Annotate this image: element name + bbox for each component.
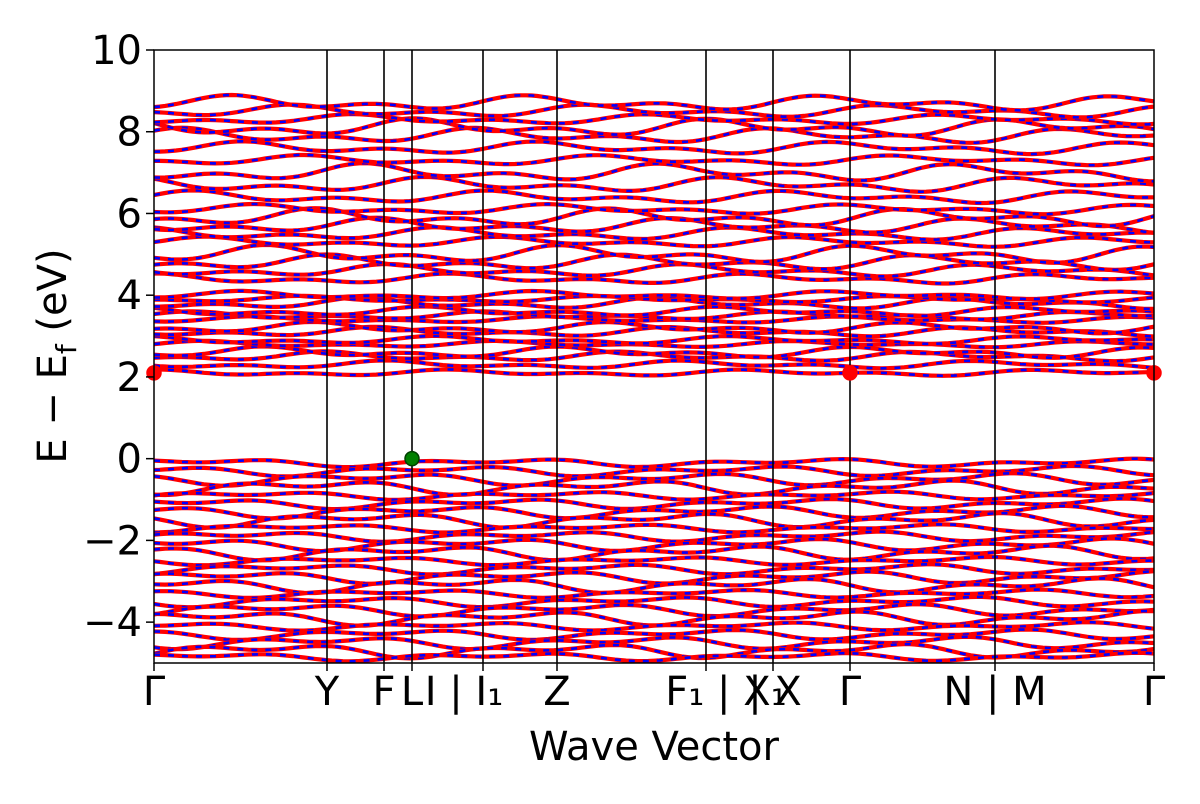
y-axis-label-sub: f xyxy=(50,343,83,354)
band-up-line xyxy=(154,554,1154,568)
cbm-marker xyxy=(842,365,858,381)
band-up-line xyxy=(154,304,1154,318)
vbm-marker xyxy=(404,450,420,467)
x-axis-label: Wave Vector xyxy=(529,724,780,770)
band-down-line xyxy=(154,544,1154,562)
band-up-line xyxy=(154,201,1154,217)
band-up-line xyxy=(154,627,1154,643)
band-down-line xyxy=(154,139,1154,156)
band-up-line xyxy=(154,152,1154,168)
high-symmetry-lines xyxy=(326,50,996,663)
band-up-line xyxy=(154,456,1154,470)
x-tick-label: Γ xyxy=(143,669,166,715)
band-up-line xyxy=(154,489,1154,502)
y-tick-label: 10 xyxy=(91,28,142,74)
band-up-line xyxy=(154,463,1154,479)
band-up-line xyxy=(154,522,1154,535)
band-up-line xyxy=(154,634,1154,652)
x-tick-label: Γ xyxy=(839,669,862,715)
y-axis-ticks: 10 8 6 4 2 0 −2 −4 xyxy=(83,28,154,646)
y-axis-label-main: E − E xyxy=(30,354,76,464)
x-tick-label: Z xyxy=(543,669,570,715)
band-up-line xyxy=(154,367,1154,378)
band-down-line xyxy=(154,577,1154,595)
band-extrema-markers xyxy=(146,365,1162,467)
y-tick-label: 8 xyxy=(117,110,142,156)
band-up-line xyxy=(154,569,1154,586)
band-up-line xyxy=(154,650,1154,663)
band-down-line xyxy=(154,243,1154,265)
band-up-line xyxy=(154,215,1154,235)
band-up-line xyxy=(154,594,1154,610)
band-up-line xyxy=(154,529,1154,544)
band-up-line xyxy=(154,620,1154,633)
band-up-line xyxy=(154,358,1154,371)
y-axis-label: E − Ef (eV) xyxy=(30,248,83,463)
x-tick-label: Γ xyxy=(1143,669,1166,715)
band-up-line xyxy=(154,188,1154,206)
x-tick-label: Y xyxy=(314,669,340,715)
band-down-line xyxy=(154,511,1154,530)
band-up-line xyxy=(154,288,1154,302)
band-up-line xyxy=(154,333,1154,346)
band-up-line xyxy=(154,344,1154,360)
band-up-line xyxy=(154,478,1154,498)
band-down-line xyxy=(154,126,1154,145)
band-down-line xyxy=(154,175,1154,194)
y-tick-label: 2 xyxy=(117,355,142,401)
x-tick-label: | X xyxy=(748,669,802,715)
band-up-line xyxy=(154,234,1154,249)
y-tick-label: 4 xyxy=(117,273,142,319)
y-tick-label: −2 xyxy=(83,518,142,564)
x-tick-label: F₁ | X₁ xyxy=(665,669,786,715)
band-down-line xyxy=(154,206,1154,228)
plot-frame xyxy=(153,49,1155,664)
y-tick-label: −4 xyxy=(83,600,142,646)
band-up-line xyxy=(154,562,1154,577)
x-tick-label: N | M xyxy=(943,669,1046,715)
band-lines xyxy=(154,92,1154,663)
band-down-line xyxy=(154,472,1154,487)
y-tick-label: 6 xyxy=(117,191,142,237)
y-axis-label-unit: (eV) xyxy=(30,248,76,344)
y-tick-label: 0 xyxy=(117,437,142,483)
x-tick-label: I | I₁ xyxy=(425,669,504,715)
band-down-line xyxy=(154,93,1154,112)
band-up-line xyxy=(154,271,1154,286)
x-tick-label: L xyxy=(401,669,424,715)
band-up-line xyxy=(154,587,1154,600)
band-up-line xyxy=(154,111,1154,127)
band-up-line xyxy=(154,225,1154,242)
band-up-line xyxy=(154,496,1154,512)
band-down-line xyxy=(154,161,1154,183)
band-up-line xyxy=(154,602,1154,619)
x-tick-label: F xyxy=(372,669,395,715)
